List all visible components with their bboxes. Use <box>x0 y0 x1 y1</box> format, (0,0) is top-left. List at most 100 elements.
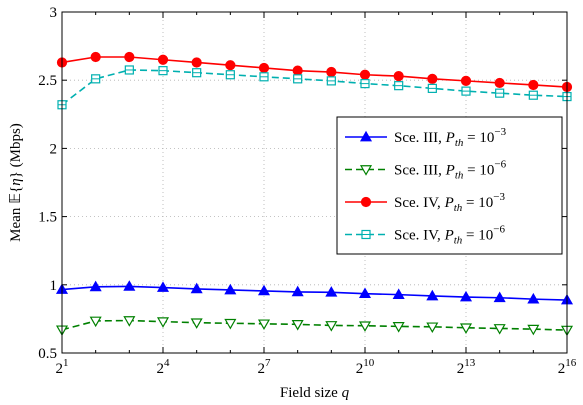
y-axis-label-unit: } (Mbps) <box>8 123 24 178</box>
data-point <box>257 319 271 331</box>
plot-frame <box>61 11 568 354</box>
data-point <box>325 286 338 297</box>
series-line <box>61 319 568 331</box>
data-point <box>494 77 505 89</box>
ticks <box>61 11 568 354</box>
series-line <box>61 69 568 106</box>
x-tick-exponent: 10 <box>363 357 375 369</box>
series-line <box>61 56 568 88</box>
x-axis-label: Field size q <box>280 385 350 401</box>
legend-p: P <box>444 228 454 244</box>
y-axis-label-var: η <box>8 178 24 185</box>
legend-exp: −3 <box>494 126 506 138</box>
data-point <box>291 320 304 331</box>
legend-exp: −6 <box>493 224 505 236</box>
x-tick-exponent: 4 <box>164 357 170 369</box>
data-point <box>89 316 102 328</box>
legend-p-sub: th <box>455 170 464 182</box>
data-point <box>224 318 237 330</box>
x-tick-label: 27 <box>258 357 272 377</box>
data-point <box>358 321 372 332</box>
legend-eq: = 10 <box>463 163 494 179</box>
x-tick-base: 2 <box>356 361 364 377</box>
data-point <box>190 318 203 329</box>
x-tick-exponent: 16 <box>565 357 577 369</box>
series-4 <box>57 65 572 110</box>
x-tick-base: 2 <box>558 361 566 377</box>
legend-eq: = 10 <box>463 130 494 146</box>
x-tick-label: 216 <box>558 357 577 377</box>
legend-label: Sce. III, Pth = 10−3 <box>394 126 507 149</box>
legend-entry: Sce. III, Pth = 10−3 <box>345 126 507 149</box>
y-tick-label: 1.5 <box>38 210 57 226</box>
x-axis-label-text: Field size <box>280 385 342 401</box>
data-point <box>393 71 404 82</box>
data-point <box>292 65 303 76</box>
x-tick-label: 21 <box>56 357 69 377</box>
legend-exp: −6 <box>494 159 506 171</box>
data-point <box>426 322 439 334</box>
legend-p: P <box>444 195 454 211</box>
legend-swatch-marker <box>360 196 372 208</box>
legend-p-sub: th <box>455 137 464 149</box>
data-point <box>493 324 506 335</box>
y-axis-label: Mean 𝔼{η} (Mbps) <box>8 123 24 242</box>
legend-p-sub: th <box>454 202 463 214</box>
x-axis-label-var: q <box>342 385 350 401</box>
data-point <box>528 79 539 91</box>
data-point <box>123 316 136 327</box>
x-tick-base: 2 <box>258 361 266 377</box>
data-point <box>359 69 371 80</box>
data-point <box>527 324 540 336</box>
x-tick-base: 2 <box>157 361 165 377</box>
legend-series: Sce. III, <box>394 163 446 179</box>
data-point <box>257 284 271 296</box>
data-point <box>460 75 472 86</box>
data-point <box>156 317 170 328</box>
legend-swatch-marker <box>359 130 373 142</box>
legend-p: P <box>445 130 455 146</box>
y-tick-label: 1 <box>50 278 58 294</box>
data-point <box>156 281 170 292</box>
series-layer <box>55 51 574 337</box>
data-point <box>392 322 405 333</box>
data-point <box>157 54 169 65</box>
y-tick-label: 2 <box>50 141 58 157</box>
legend-label: Sce. IV, Pth = 10−6 <box>394 224 505 247</box>
legend-eq: = 10 <box>462 228 493 244</box>
data-point <box>124 51 135 63</box>
legend-entry: Sce. IV, Pth = 10−3 <box>345 191 505 214</box>
data-point <box>123 280 136 291</box>
data-point <box>358 287 372 299</box>
data-point <box>527 292 540 304</box>
legend-label: Sce. III, Pth = 10−6 <box>394 159 507 182</box>
legend-exp: −3 <box>493 191 505 203</box>
legend-series: Sce. III, <box>394 130 446 146</box>
x-tick-label: 213 <box>457 357 476 377</box>
data-point <box>326 66 337 78</box>
series-line <box>61 285 568 301</box>
x-tick-label: 24 <box>157 357 171 377</box>
legend-series: Sce. IV, <box>394 195 445 211</box>
data-point <box>459 290 473 302</box>
data-point <box>191 57 202 68</box>
data-point <box>392 288 405 299</box>
data-point <box>224 283 237 295</box>
data-point <box>90 51 101 63</box>
legend-label: Sce. IV, Pth = 10−3 <box>394 191 505 214</box>
legend-eq: = 10 <box>462 195 493 211</box>
x-tick-label: 210 <box>356 357 375 377</box>
legend-p: P <box>445 163 455 179</box>
series-2 <box>55 316 574 337</box>
y-tick-label: 3 <box>50 5 58 21</box>
legend-entry: Sce. IV, Pth = 10−6 <box>345 224 505 247</box>
data-point <box>459 323 473 334</box>
legend-series: Sce. IV, <box>394 228 445 244</box>
legend-p-sub: th <box>454 235 463 247</box>
data-point <box>493 291 506 303</box>
data-point <box>426 289 439 301</box>
y-tick-label: 2.5 <box>38 73 57 89</box>
